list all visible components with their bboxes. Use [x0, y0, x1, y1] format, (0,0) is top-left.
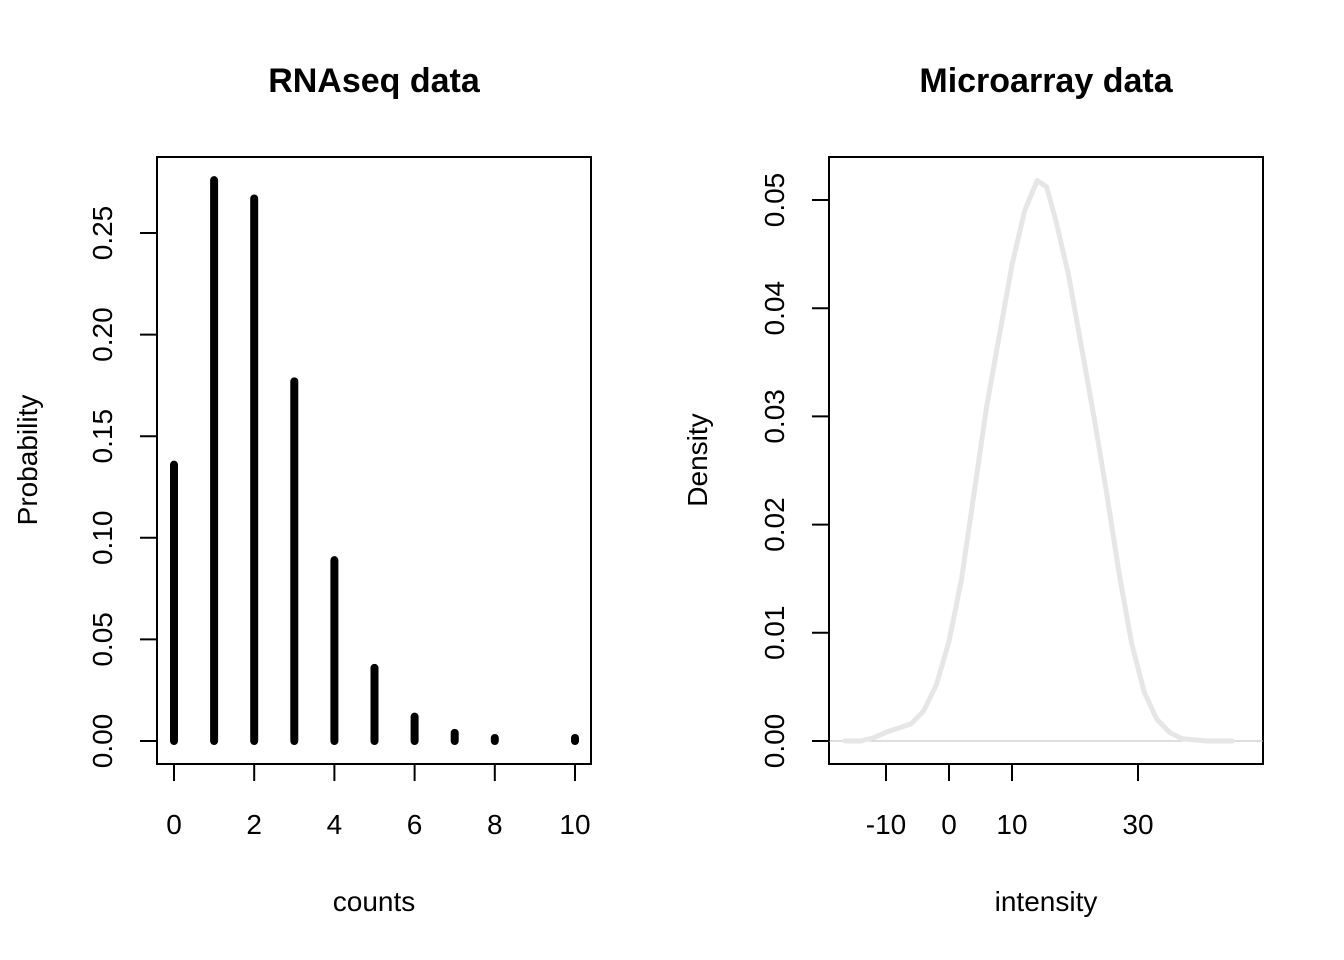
microarray-x-tick-label: 10: [996, 809, 1027, 840]
microarray-plot-frame: [828, 156, 1264, 765]
microarray-density-curve: [842, 178, 1235, 744]
microarray-x-label: intensity: [995, 886, 1098, 917]
rnaseq-x-tick-label: 8: [487, 809, 503, 840]
microarray-y-tick-label: 0.03: [759, 389, 790, 444]
microarray-x-axis: -10 0 10 30: [866, 763, 1154, 840]
microarray-y-tick-label: 0.01: [759, 606, 790, 661]
rnaseq-x-tick-label: 10: [559, 809, 590, 840]
rnaseq-panel: RNAseq data 0 2 4 6 8 10 0.00 0.05 0.10 0.15 0.20…: [12, 62, 592, 917]
rnaseq-y-axis: 0.00 0.05 0.10 0.15 0.20 0.25: [87, 206, 158, 769]
rnaseq-y-tick-label: 0.15: [87, 409, 118, 464]
microarray-panel: Microarray data -10 0 10 30 0.000.010.020.0…: [682, 62, 1264, 917]
microarray-y-tick-label: 0.02: [759, 497, 790, 552]
rnaseq-title: RNAseq data: [268, 62, 481, 100]
rnaseq-x-tick-label: 0: [166, 809, 182, 840]
rnaseq-y-tick-label: 0.25: [87, 206, 118, 261]
microarray-x-tick-label: -10: [866, 809, 906, 840]
microarray-y-tick-label: 0.05: [759, 173, 790, 228]
rnaseq-y-label: Probability: [12, 395, 43, 526]
microarray-x-tick-label: 0: [941, 809, 957, 840]
rnaseq-x-tick-label: 6: [407, 809, 423, 840]
rnaseq-y-tick-label: 0.20: [87, 307, 118, 362]
microarray-x-tick-label: 30: [1122, 809, 1153, 840]
microarray-title: Microarray data: [919, 62, 1173, 100]
microarray-y-label: Density: [682, 413, 713, 506]
rnaseq-y-tick-label: 0.05: [87, 612, 118, 667]
rnaseq-y-tick-label: 0.00: [87, 714, 118, 769]
microarray-y-axis: 0.00 0.01 0.02 0.03 0.04 0.05: [759, 173, 830, 769]
microarray-y-tick-label: 0.04: [759, 281, 790, 336]
rnaseq-x-tick-label: 2: [246, 809, 262, 840]
rnaseq-y-tick-label: 0.10: [87, 511, 118, 566]
rnaseq-x-axis: 0 2 4 6 8 10: [166, 763, 591, 840]
rnaseq-x-tick-label: 4: [327, 809, 343, 840]
microarray-y-tick-label: 0.00: [759, 714, 790, 769]
rnaseq-x-label: counts: [333, 886, 416, 917]
rnaseq-bars: [170, 176, 579, 745]
